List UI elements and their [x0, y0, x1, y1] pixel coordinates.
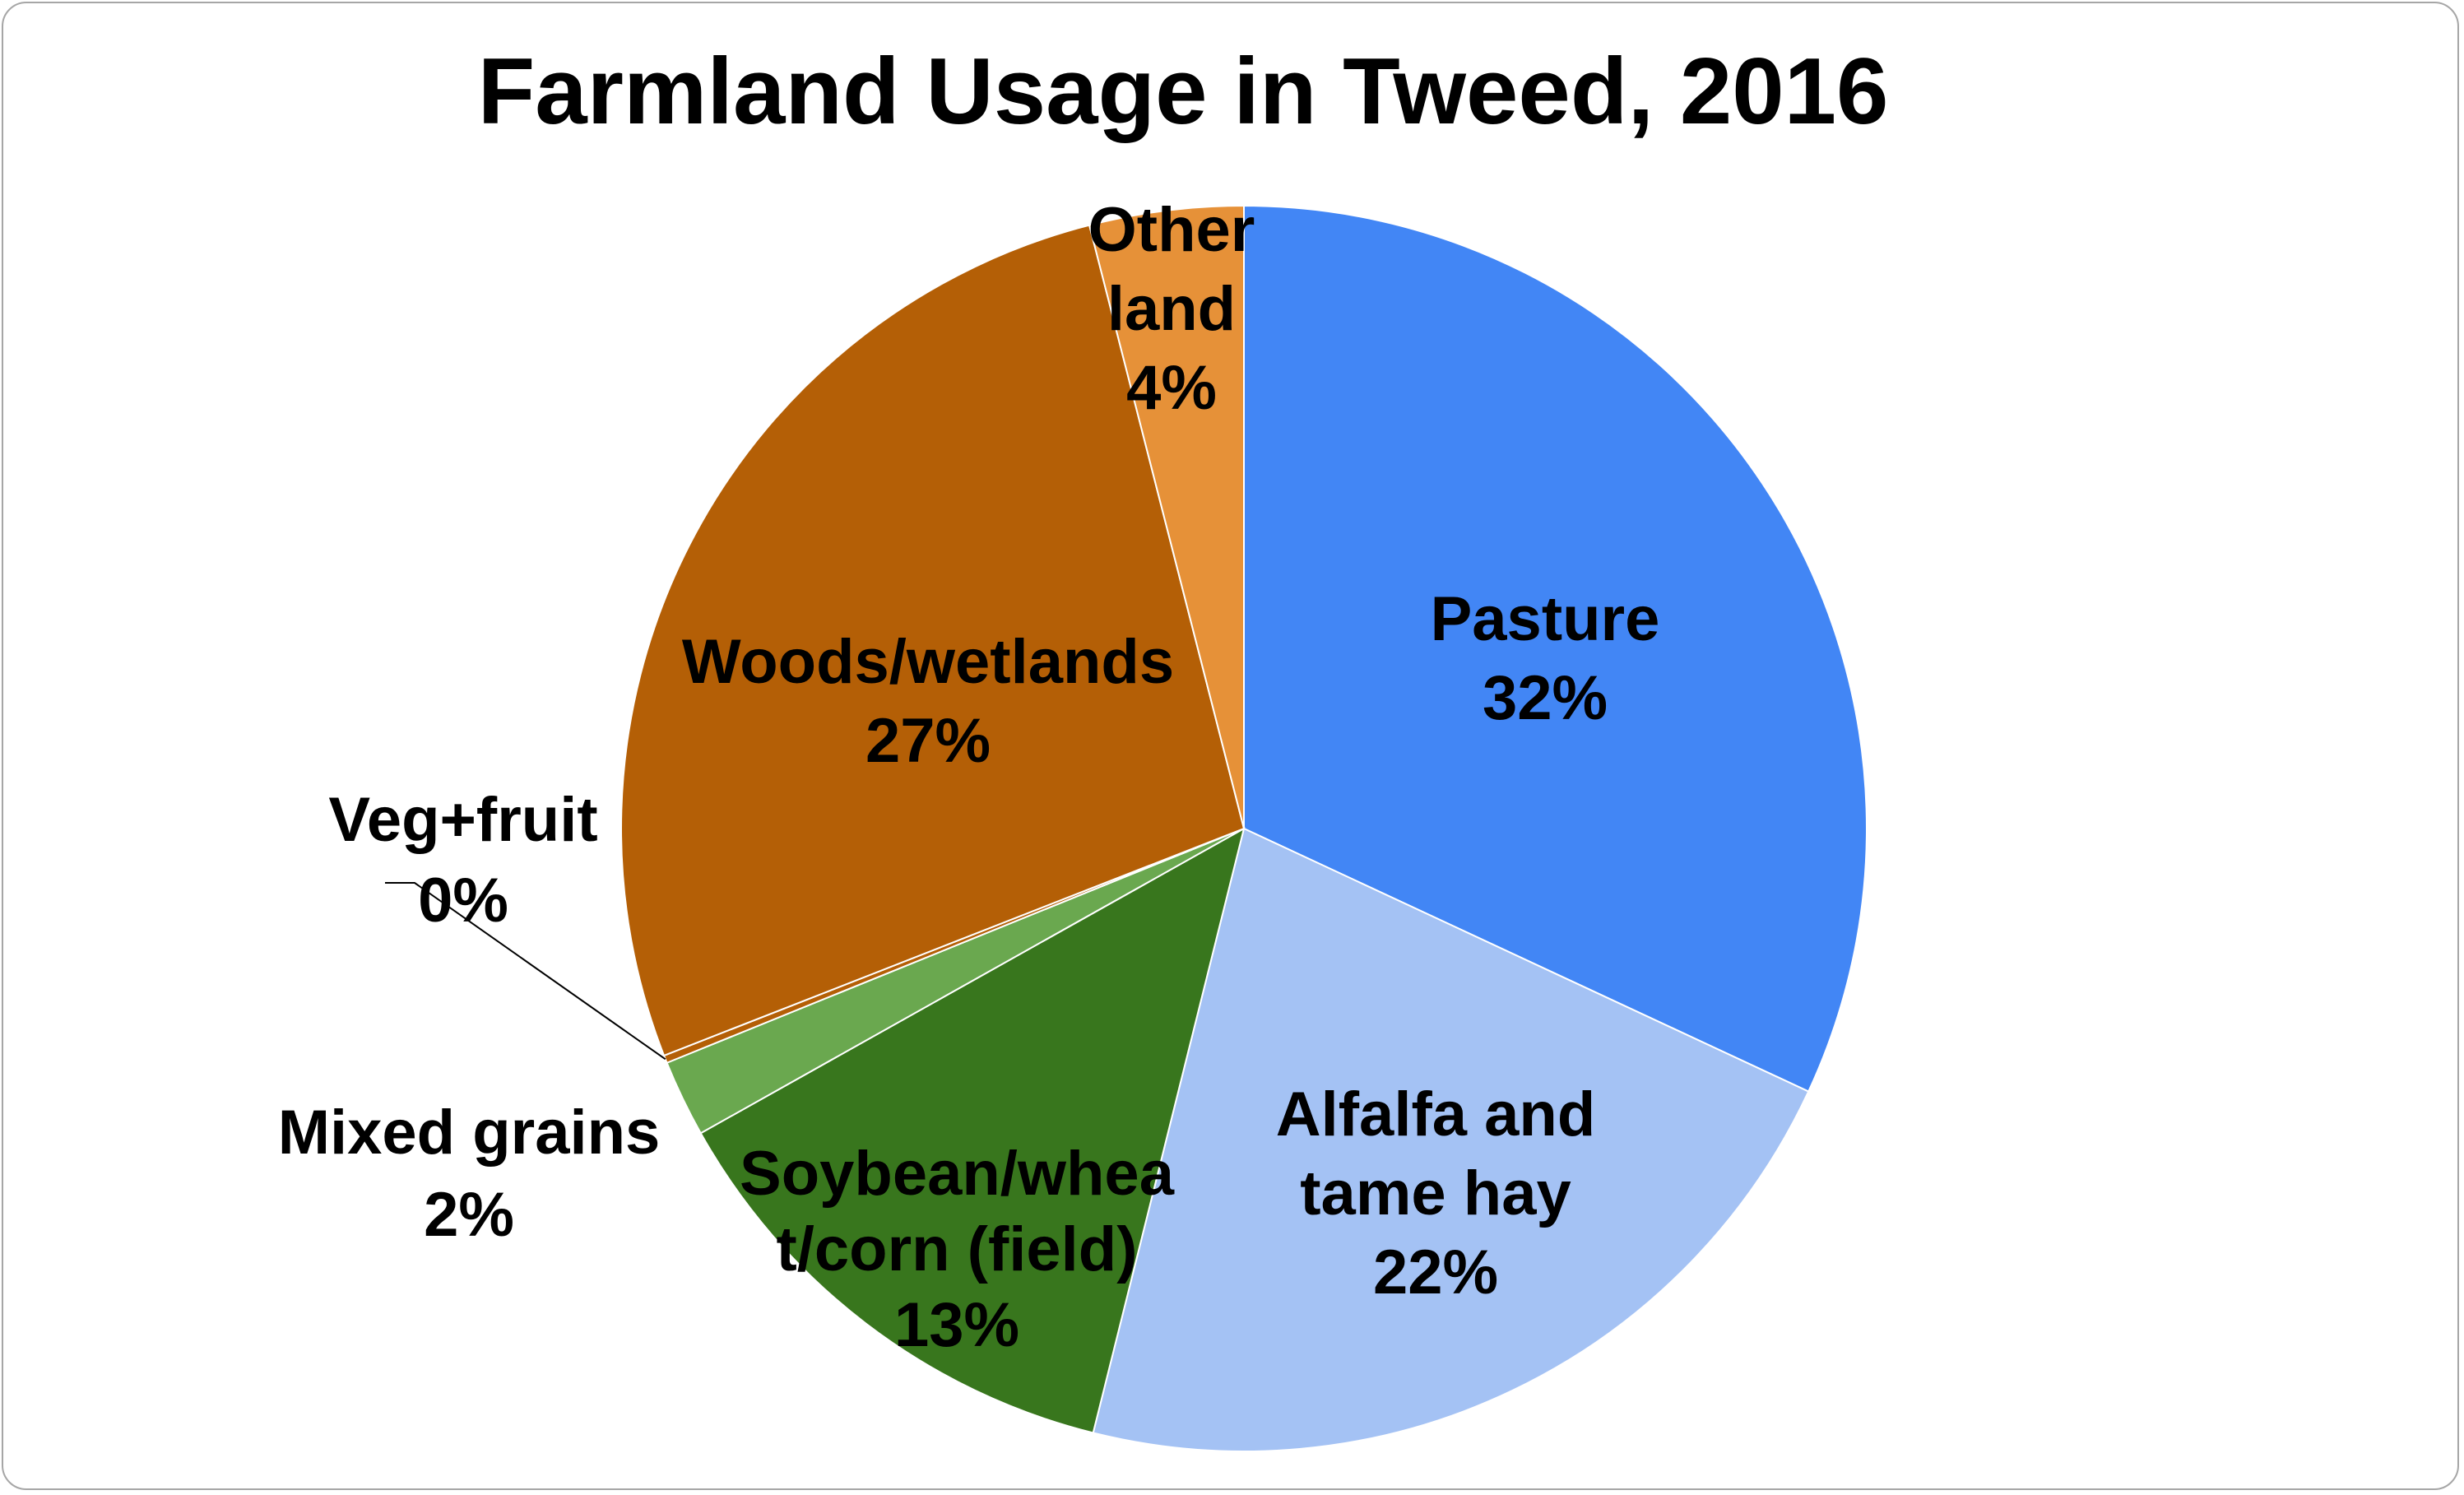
data-label-alfalfa-and-tame-hay: Alfalfa and tame hay 22% [1276, 1079, 1596, 1307]
data-label-pasture: Pasture 32% [1431, 584, 1660, 733]
data-label-soybean-wheat-corn-field: Soybean/whea t/corn (field) 13% [740, 1139, 1175, 1360]
pie-slice-other-land [1088, 204, 1245, 829]
pie-slice-woods-wetlands [620, 224, 1246, 1057]
chart-title: Farmland Usage in Tweed, 2016 [478, 39, 1889, 144]
pie-slice-alfalfa-and-tame-hay [1092, 827, 1810, 1452]
pie-slice-soybean-wheat-corn-field [699, 826, 1246, 1434]
pie-slice-pasture [1243, 204, 1868, 1093]
data-label-veg-fruit: Veg+fruit 0% [328, 785, 597, 936]
data-label-other-land: Other land 4% [1088, 195, 1255, 423]
data-label-woods-wetlands: Woods/wetlands 27% [682, 627, 1174, 776]
leader-line-veg-fruit [385, 882, 666, 1061]
data-label-mixed-grains: Mixed grains 2% [278, 1098, 661, 1250]
